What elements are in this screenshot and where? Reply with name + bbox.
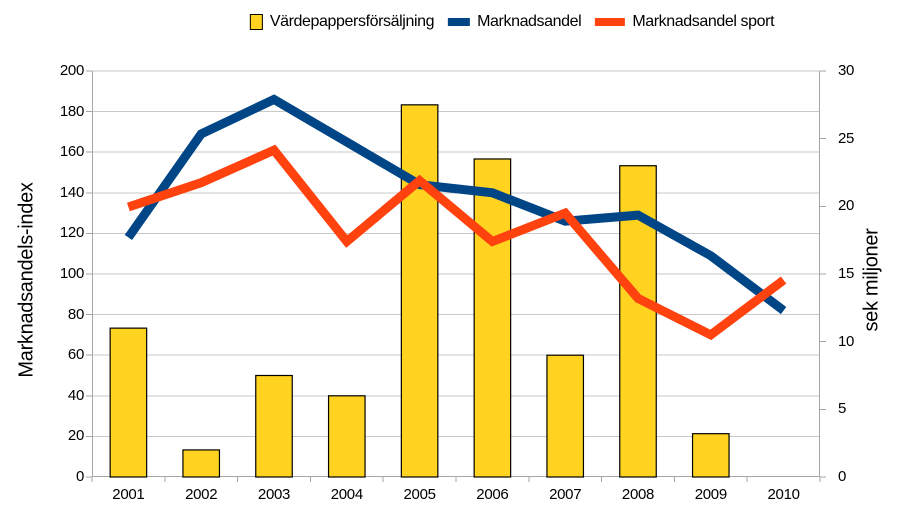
left-axis-tick-label: 200 bbox=[59, 62, 84, 79]
bar-2005 bbox=[400, 104, 439, 478]
left-axis-tick-label: 0 bbox=[75, 468, 84, 485]
bar-2007 bbox=[546, 354, 585, 478]
line-marknadsandel bbox=[124, 94, 787, 315]
legend-line-swatch-icon bbox=[448, 18, 471, 26]
x-axis-tick-label: 2008 bbox=[621, 486, 655, 503]
x-axis-tick-label: 2001 bbox=[112, 486, 145, 503]
left-axis-tick-label: 120 bbox=[59, 224, 84, 242]
left-axis-tick-label: 100 bbox=[59, 265, 84, 282]
bar-2006 bbox=[473, 158, 512, 478]
legend-label: Marknadsandel bbox=[477, 13, 582, 30]
right-axis-tick-label: 30 bbox=[838, 62, 855, 79]
x-axis-tick-label: 2009 bbox=[694, 486, 727, 503]
bar-2009 bbox=[691, 433, 730, 478]
legend-line-swatch-icon bbox=[595, 18, 626, 26]
right-axis-tick-label: 15 bbox=[838, 265, 855, 282]
legend-item: Marknadsandel bbox=[448, 13, 582, 31]
legend-item: Värdepappersförsäljning bbox=[249, 13, 435, 31]
left-axis-tick-label: 60 bbox=[67, 346, 84, 364]
left-axis-tick-label: 20 bbox=[67, 427, 84, 445]
x-axis-tick-label: 2005 bbox=[403, 486, 436, 503]
left-axis-tick-label: 40 bbox=[67, 386, 84, 404]
x-axis-tick-label: 2004 bbox=[330, 486, 363, 503]
left-axis-tick-label: 80 bbox=[67, 305, 84, 323]
x-axis-tick-label: 2007 bbox=[549, 486, 582, 503]
bar-2001 bbox=[109, 327, 148, 478]
right-axis-tick-label: 20 bbox=[838, 197, 855, 215]
left-axis-tick-label: 160 bbox=[59, 143, 84, 161]
x-axis-tick-label: 2006 bbox=[476, 486, 509, 503]
legend-item: Marknadsandel sport bbox=[595, 13, 775, 31]
left-axis-tick-label: 140 bbox=[59, 183, 84, 201]
x-axis-tick-label: 2010 bbox=[767, 486, 800, 503]
right-axis-tick-label: 5 bbox=[838, 400, 847, 418]
left-axis-tick-label: 180 bbox=[59, 102, 84, 120]
right-axis-tick-label: 0 bbox=[838, 468, 847, 485]
right-axis-tick-label: 25 bbox=[838, 129, 855, 147]
legend-label: Värdepappersförsäljning bbox=[269, 13, 435, 30]
bar-2002 bbox=[182, 449, 221, 478]
bar-2003 bbox=[255, 374, 293, 478]
x-axis-tick-label: 2003 bbox=[257, 486, 291, 503]
x-axis-tick-label: 2002 bbox=[185, 486, 218, 503]
legend-bar-swatch-icon bbox=[249, 14, 263, 30]
right-axis-tick-label: 10 bbox=[838, 332, 855, 350]
bar-2004 bbox=[327, 395, 366, 478]
legend: Värdepappersförsäljning Marknadsandel Mark… bbox=[249, 13, 775, 31]
plot-area bbox=[86, 70, 826, 482]
legend-label: Marknadsandel sport bbox=[632, 13, 775, 30]
line-marknadsandel-sport bbox=[126, 144, 787, 341]
